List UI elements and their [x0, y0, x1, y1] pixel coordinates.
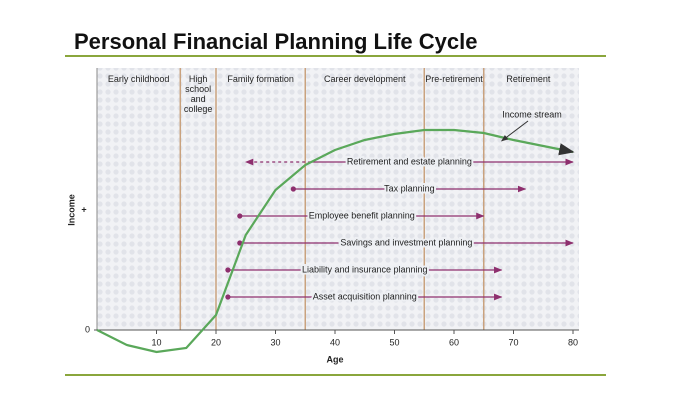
stage-label-box: Pre-retirement — [425, 74, 483, 84]
series-label: Income stream — [502, 109, 562, 119]
x-tick-label: 30 — [270, 337, 280, 347]
plan-start-dot — [290, 186, 296, 192]
plan-label: Retirement and estate planning — [347, 156, 472, 166]
x-axis-label: Age — [326, 354, 343, 364]
series-label-pointer — [501, 120, 529, 142]
stage-label-box: Early childhood — [107, 74, 170, 84]
x-tick-label: 60 — [449, 337, 459, 347]
x-tick-label: 70 — [508, 337, 518, 347]
stage-label: Retirement — [506, 74, 551, 84]
stage-label-box: High school and college — [183, 74, 213, 114]
x-tick-label: 40 — [330, 337, 340, 347]
stage-label: Pre-retirement — [425, 74, 483, 84]
plan-start-dot — [237, 213, 243, 219]
plan-label: Tax planning — [384, 183, 435, 193]
plot-background — [97, 68, 579, 330]
stage-label-box: Career development — [323, 74, 406, 84]
x-tick-label: 10 — [151, 337, 161, 347]
income-line — [96, 128, 575, 354]
x-tick-label: 50 — [389, 337, 399, 347]
stage-label-box: Family formation — [227, 74, 294, 84]
plan-label: Liability and insurance planning — [302, 264, 428, 274]
x-tick-label: 80 — [568, 337, 578, 347]
y-axis-label: Income — [66, 194, 76, 226]
stage-label: Early childhood — [107, 74, 170, 84]
y-tick-label: 0 — [85, 324, 90, 334]
plan-start-dot — [225, 267, 231, 273]
plan-start-dot — [225, 294, 231, 300]
stage-label-box: Retirement — [506, 74, 551, 84]
y-axis-sign: + — [81, 204, 86, 214]
plan-label: Asset acquisition planning — [313, 291, 417, 301]
plan-label: Savings and investment planning — [340, 237, 472, 247]
stage-label: Family formation — [227, 74, 294, 84]
stage-label: Career development — [323, 74, 406, 84]
title: Personal Financial Planning Life Cycle — [74, 29, 478, 54]
plan-start-dot — [237, 240, 243, 246]
stage-label: High school and college — [183, 74, 213, 114]
x-tick-label: 20 — [211, 337, 221, 347]
plan-label: Employee benefit planning — [309, 210, 415, 220]
